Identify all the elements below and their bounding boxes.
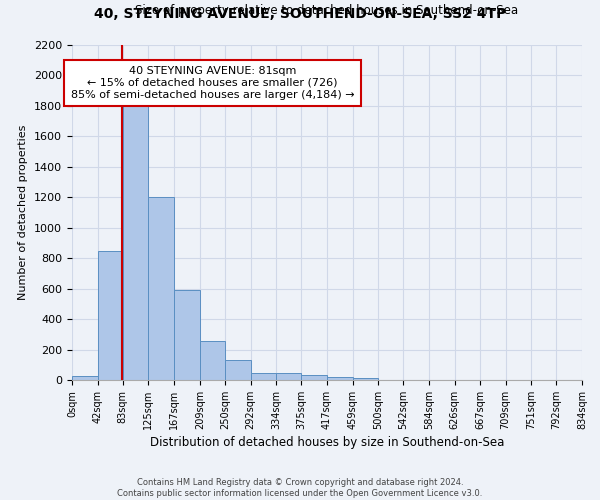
X-axis label: Distribution of detached houses by size in Southend-on-Sea: Distribution of detached houses by size … [150,436,504,449]
Bar [301,376,327,380]
Bar [148,198,174,380]
Y-axis label: Number of detached properties: Number of detached properties [19,125,28,300]
Text: 40 STEYNING AVENUE: 81sqm
← 15% of detached houses are smaller (726)
85% of semi: 40 STEYNING AVENUE: 81sqm ← 15% of detac… [71,66,355,100]
Bar [98,250,123,380]
Bar [276,373,301,380]
Bar [123,106,148,380]
Bar [353,378,378,380]
Bar [225,360,251,380]
Bar [251,373,276,380]
Bar [174,290,200,380]
Text: Contains HM Land Registry data © Crown copyright and database right 2024.
Contai: Contains HM Land Registry data © Crown c… [118,478,482,498]
Title: Size of property relative to detached houses in Southend-on-Sea: Size of property relative to detached ho… [136,4,518,18]
Text: 40, STEYNING AVENUE, SOUTHEND-ON-SEA, SS2 4TP: 40, STEYNING AVENUE, SOUTHEND-ON-SEA, SS… [94,8,506,22]
Bar [200,341,225,380]
Bar [327,377,353,380]
Bar [72,376,98,380]
